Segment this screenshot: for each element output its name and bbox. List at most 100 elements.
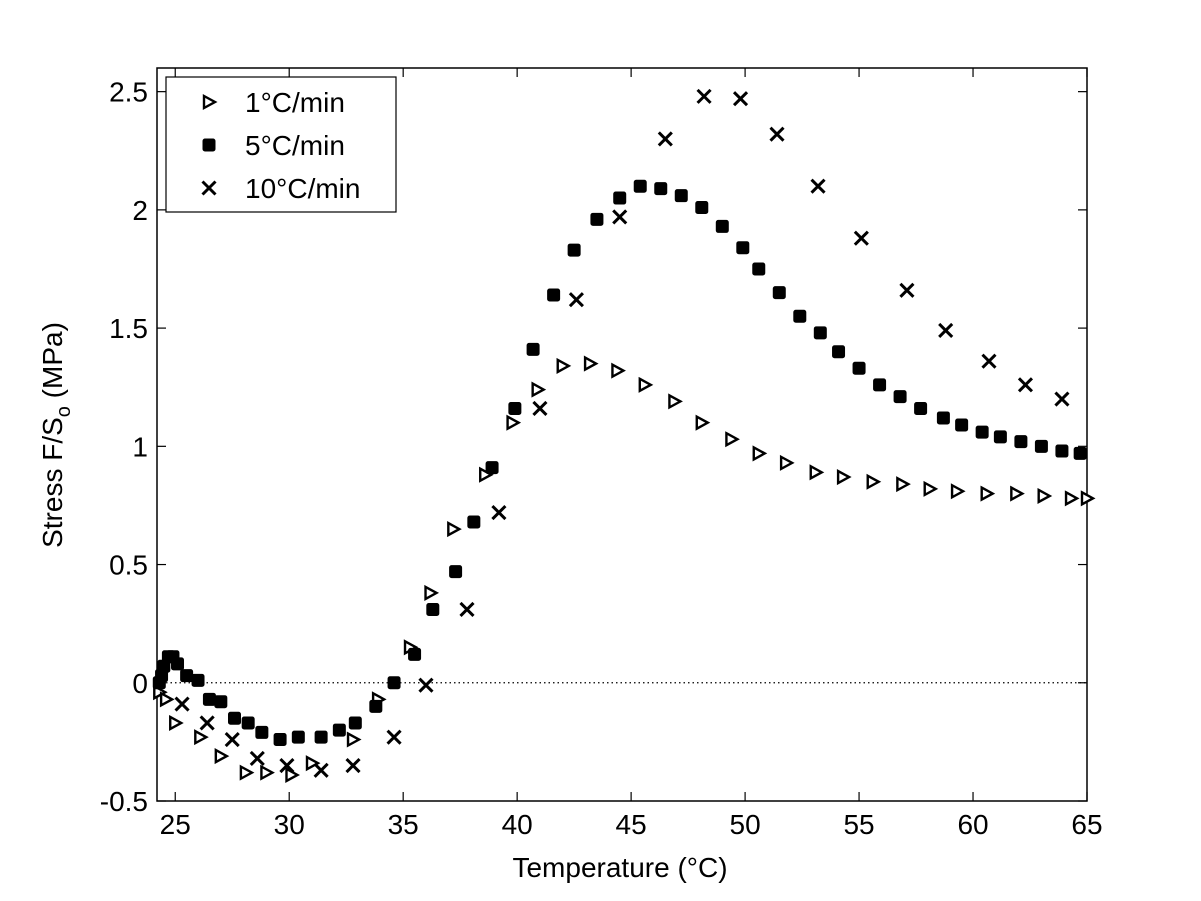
- data-point: [853, 230, 869, 246]
- data-point: [975, 425, 989, 439]
- data-point: [459, 601, 475, 618]
- x-marker-stroke: [810, 178, 826, 194]
- data-point: [1014, 435, 1028, 449]
- data-point: [1073, 446, 1087, 460]
- x-marker-stroke: [532, 400, 548, 417]
- legend: 1°C/min 5°C/min 10°C/min: [165, 76, 397, 213]
- series-1: [153, 355, 1096, 784]
- data-point: [836, 469, 852, 486]
- data-point: [955, 418, 969, 432]
- data-point: [239, 764, 255, 781]
- data-point: [424, 584, 440, 601]
- x-tick-label: 40: [502, 809, 533, 840]
- data-point: [449, 565, 463, 579]
- data-point: [273, 733, 287, 747]
- x-marker-stroke: [201, 180, 217, 196]
- data-point: [1064, 490, 1080, 507]
- data-point: [194, 729, 209, 746]
- data-point: [279, 757, 295, 774]
- x-marker-stroke: [491, 504, 507, 521]
- data-point: [950, 483, 966, 500]
- data-point: [779, 454, 795, 471]
- x-marker-stroke: [696, 88, 712, 104]
- data-point: [938, 322, 954, 339]
- data-point: [447, 521, 462, 538]
- x-marker-stroke: [224, 731, 240, 748]
- x-marker-stroke: [732, 91, 749, 107]
- data-point: [866, 473, 882, 490]
- data-point: [1017, 377, 1034, 393]
- y-axis-label: Stress F/So (MPa): [37, 322, 75, 548]
- x-marker-stroke: [345, 757, 361, 774]
- data-point: [1055, 444, 1069, 458]
- x-marker-stroke: [1054, 391, 1070, 407]
- data-point: [914, 401, 928, 415]
- x-marker-stroke: [853, 230, 869, 246]
- data-point: [526, 342, 540, 356]
- data-point: [346, 731, 362, 748]
- x-axis-label: Temperature (°C): [512, 852, 727, 883]
- data-point: [314, 730, 328, 744]
- data-point: [332, 723, 346, 737]
- data-point: [369, 699, 383, 713]
- data-point: [305, 755, 321, 772]
- data-point: [725, 431, 740, 448]
- data-point: [613, 191, 627, 205]
- data-point: [810, 178, 826, 194]
- data-point: [228, 711, 241, 725]
- legend-marker: [202, 93, 218, 111]
- y-tick-label: 2.5: [109, 77, 148, 108]
- x-marker-stroke: [174, 696, 190, 712]
- data-point: [1037, 487, 1053, 504]
- data-points: [152, 88, 1096, 784]
- data-point: [638, 376, 654, 393]
- data-point: [532, 400, 548, 417]
- data-point: [899, 282, 915, 298]
- x-marker-stroke: [313, 762, 329, 778]
- legend-label: 1°C/min: [245, 87, 345, 118]
- x-tick-label: 60: [957, 809, 988, 840]
- data-point: [715, 219, 729, 233]
- x-marker-stroke: [769, 126, 785, 142]
- data-point: [191, 673, 205, 687]
- data-point: [180, 669, 194, 683]
- legend-label: 10°C/min: [245, 173, 360, 204]
- data-point: [567, 243, 581, 257]
- series-2: [152, 179, 1087, 747]
- data-point: [249, 750, 265, 766]
- x-marker-stroke: [386, 729, 402, 745]
- data-point: [159, 691, 175, 708]
- data-point: [260, 764, 275, 781]
- data-point: [612, 209, 628, 225]
- data-point: [386, 729, 402, 745]
- data-point: [611, 362, 626, 379]
- data-point: [1010, 485, 1025, 502]
- x-tick-label: 25: [160, 809, 191, 840]
- data-point: [873, 378, 887, 392]
- data-point: [418, 677, 434, 693]
- x-marker-stroke: [899, 282, 915, 298]
- legend-item: 10°C/min: [201, 173, 360, 204]
- y-axis-label-unit: (MPa): [37, 322, 68, 406]
- axis-ticks: [157, 68, 1088, 802]
- data-point: [506, 414, 522, 431]
- data-point: [171, 657, 185, 671]
- data-point: [852, 361, 866, 375]
- data-point: [345, 757, 361, 774]
- x-marker-stroke: [1017, 377, 1034, 393]
- x-tick-label: 35: [388, 809, 419, 840]
- data-point: [255, 725, 269, 739]
- x-marker-stroke: [279, 757, 295, 774]
- data-point: [202, 692, 216, 706]
- data-point: [981, 353, 997, 369]
- legend-item: 1°C/min: [202, 87, 345, 118]
- data-point: [809, 464, 825, 481]
- data-point: [508, 401, 522, 415]
- data-point: [695, 414, 711, 431]
- data-point: [923, 480, 939, 497]
- data-point: [583, 355, 599, 372]
- data-point: [695, 201, 709, 215]
- x-marker-stroke: [199, 715, 215, 731]
- data-point: [732, 91, 749, 107]
